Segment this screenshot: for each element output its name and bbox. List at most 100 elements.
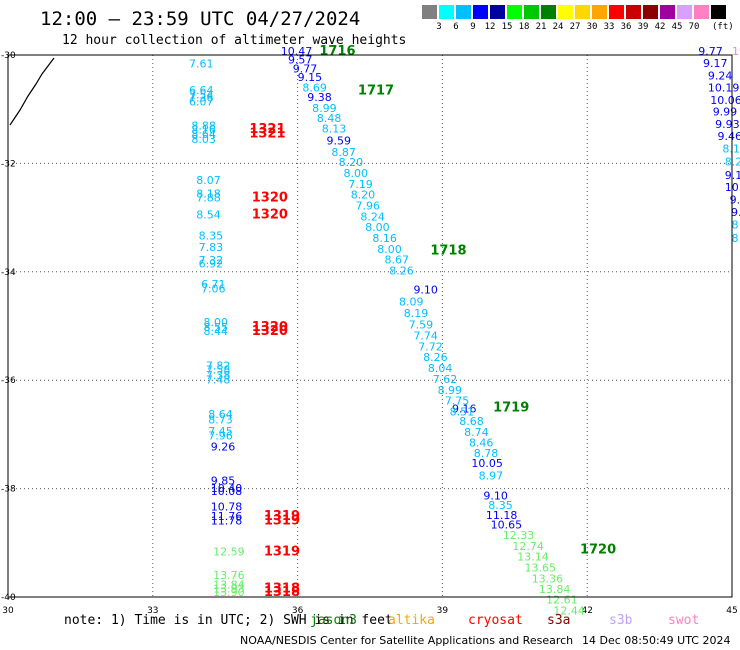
wave-height-value: 12.33: [503, 529, 535, 542]
wave-height-value: 13.76: [213, 569, 245, 582]
wave-height-value: 7.58: [206, 364, 231, 377]
mission-label-s3b: s3b: [609, 613, 633, 628]
track-label: 1321: [249, 122, 285, 137]
wave-height-value: 7.72: [418, 340, 443, 353]
wave-height-value: 9.17: [703, 57, 728, 70]
mission-label-cryosat: cryosat: [468, 613, 523, 628]
wave-height-value: 7.54: [189, 88, 214, 101]
wave-height-value: 8.69: [302, 81, 327, 94]
wave-height-value: 9.: [731, 206, 740, 219]
x-tick-label: 36: [292, 606, 304, 616]
wave-height-value: 8.51: [450, 405, 475, 418]
wave-height-value: 9.26: [211, 441, 236, 454]
track-label: 1716: [319, 44, 355, 59]
wave-height-value: 8.44: [203, 325, 228, 338]
wave-height-value: 8.07: [196, 174, 221, 187]
wave-height-value: 8.67: [384, 254, 409, 267]
track-label: 1718: [430, 243, 466, 258]
wave-height-value: 7.45: [208, 425, 233, 438]
legend-swatch: [558, 5, 573, 19]
track-label: 1319: [264, 544, 300, 559]
wave-height-value: 8.00: [203, 316, 228, 329]
wave-height-value: 13.93: [213, 583, 245, 596]
wave-height-value: 8: [732, 232, 739, 245]
wave-height-value: 8.54: [196, 209, 221, 222]
wave-height-value: 8.00: [343, 167, 368, 180]
wave-height-value: 9.15: [298, 71, 323, 84]
wave-height-value: 9.24: [708, 69, 733, 82]
track-label: 1320: [252, 208, 288, 223]
wave-height-value: 7.88: [196, 191, 221, 204]
track-label: 1319: [264, 509, 300, 524]
mission-label-altika: altika: [388, 613, 435, 628]
track-label: 1717: [358, 84, 394, 99]
wave-height-value: 7.96: [356, 199, 381, 212]
legend-label: 15: [501, 22, 513, 32]
legend-label: 9: [470, 22, 476, 32]
wave-height-value: 7.36: [189, 92, 214, 105]
wave-height-value: 8.78: [474, 447, 499, 460]
wave-height-value: 8.20: [351, 189, 376, 202]
wave-height-value: 8.19: [404, 307, 429, 320]
footer-credit: NOAA/NESDIS Center for Satellite Applica…: [240, 634, 574, 647]
y-tick-label: -40: [1, 593, 16, 603]
wave-height-value: 7.75: [445, 395, 470, 408]
coastline: [9, 57, 55, 126]
legend-unit: (ft): [712, 22, 734, 32]
wave-height-value: 19: [732, 45, 740, 58]
wave-height-value: 10.05: [471, 457, 503, 470]
wave-height-value: 8.00: [365, 221, 390, 234]
wave-height-value: 8.64: [208, 408, 233, 421]
wave-height-value: 9.10: [413, 283, 438, 296]
legend-swatch: [541, 5, 556, 19]
wave-height-value: 7.74: [413, 330, 438, 343]
wave-height-value: 7.38: [206, 369, 231, 382]
wave-height-value: 6.07: [189, 95, 214, 108]
wave-height-value: 9.16: [452, 403, 477, 416]
wave-height-value: 10.65: [491, 519, 522, 532]
wave-height-value: 8.35: [488, 499, 512, 512]
legend-label: 42: [654, 22, 666, 32]
wave-height-value: 9.59: [327, 134, 352, 147]
x-tick-label: 45: [726, 606, 737, 616]
wave-height-value: 7.59: [409, 319, 434, 332]
wave-height-value: 11.78: [211, 514, 243, 527]
track-label: 1320: [252, 190, 288, 205]
legend-swatch: [711, 5, 726, 19]
wave-height-value: 8.35: [199, 229, 224, 242]
legend-swatch: [439, 5, 454, 19]
legend-label: 21: [535, 22, 547, 32]
wave-height-value: 9.38: [307, 91, 332, 104]
x-tick-label: 42: [581, 606, 592, 616]
legend-label: 30: [586, 22, 598, 32]
legend-label: 6: [453, 22, 459, 32]
wave-height-value: 13.84: [213, 578, 245, 591]
wave-height-value: 13.84: [539, 583, 571, 596]
legend-swatch: [626, 5, 641, 19]
wave-height-value: 8: [732, 218, 739, 231]
wave-height-value: 10.78: [211, 500, 243, 513]
track-label: 1719: [493, 401, 529, 416]
wave-height-value: 9.9: [730, 194, 740, 207]
wave-height-value: 7.06: [201, 282, 226, 295]
wave-height-value: 6.92: [199, 257, 224, 270]
legend-swatch: [677, 5, 692, 19]
legend-label: 39: [637, 22, 649, 32]
track-label: 1319: [264, 513, 300, 528]
wave-height-value: 8.88: [191, 119, 216, 132]
wave-height-value: 13.36: [532, 572, 564, 585]
wave-height-value: 10.08: [211, 485, 243, 498]
wave-height-value: 7.19: [348, 178, 373, 191]
legend-swatch: [524, 5, 539, 19]
legend-swatch: [609, 5, 624, 19]
legend-label: 3: [436, 22, 442, 32]
wave-height-value: 8.04: [428, 362, 453, 375]
legend-label: 33: [603, 22, 615, 32]
wave-height-value: 13.90: [213, 586, 245, 599]
x-tick-label: 39: [437, 606, 449, 616]
legend-swatch: [694, 5, 709, 19]
wave-height-value: 8.64: [191, 128, 216, 141]
track-label: 1320: [252, 320, 288, 335]
x-tick-label: 33: [147, 606, 158, 616]
